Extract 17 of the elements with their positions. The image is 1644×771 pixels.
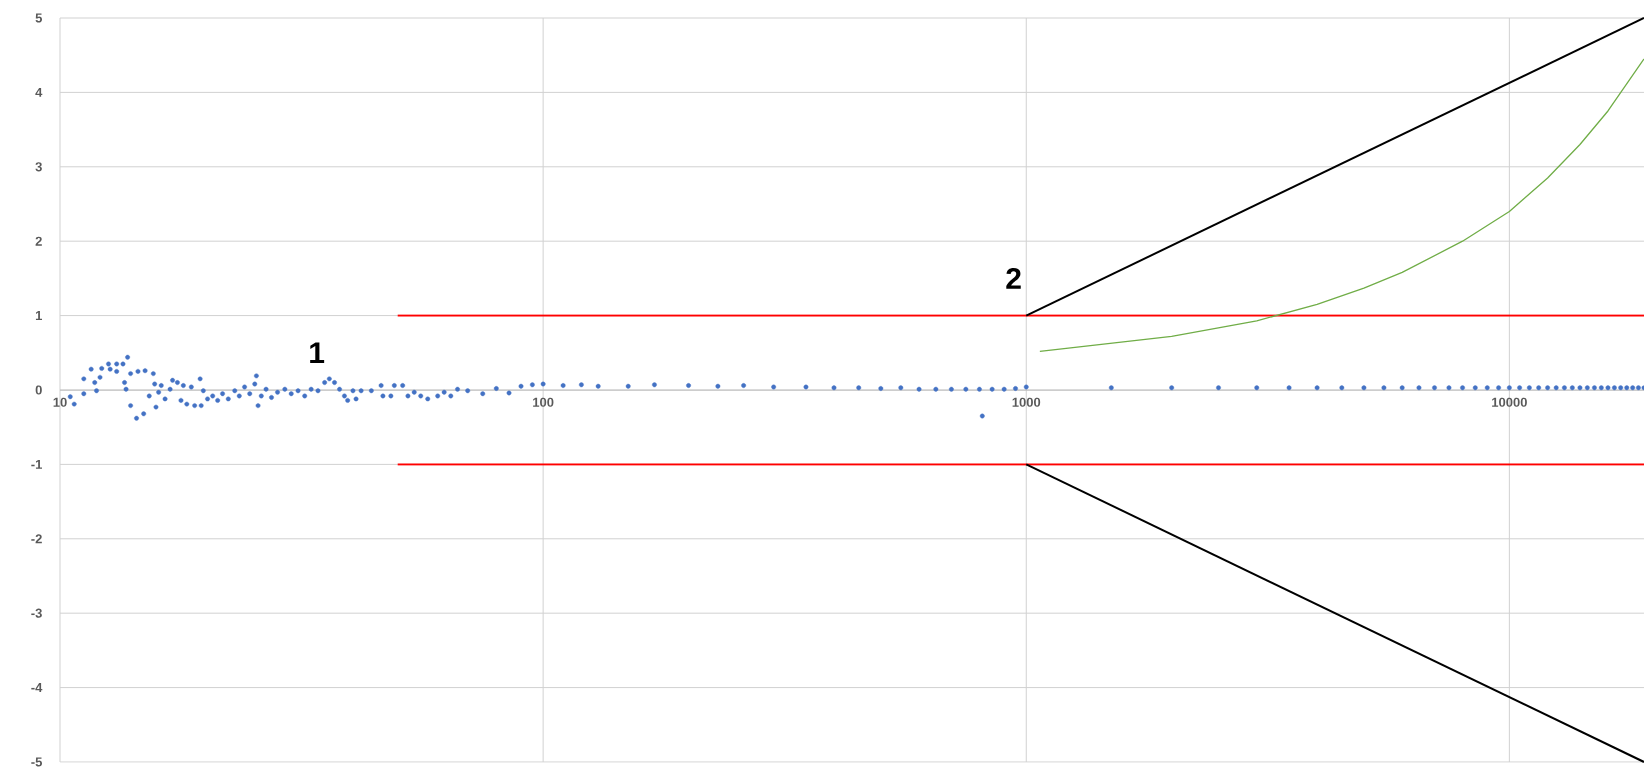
y-tick-label: 2 <box>35 236 42 246</box>
y-tick-label: 1 <box>35 311 42 321</box>
y-tick-label: -1 <box>31 459 42 469</box>
x-tick-label: 1000 <box>1012 397 1041 407</box>
annotation: 2 <box>1006 267 1021 289</box>
x-tick-label: 10 <box>53 397 67 407</box>
x-tick-label: 100 <box>533 397 554 407</box>
y-tick-label: 3 <box>35 162 42 172</box>
y-tick-label: -2 <box>31 534 42 544</box>
annotation: 1 <box>310 342 325 364</box>
y-tick-label: -3 <box>31 608 42 618</box>
y-tick-label: 0 <box>35 385 42 395</box>
x-tick-label: 10000 <box>1492 397 1527 407</box>
y-tick-label: 4 <box>35 87 43 97</box>
y-tick-label: -5 <box>31 757 42 767</box>
y-tick-label: 5 <box>35 13 42 23</box>
y-tick-label: -4 <box>31 683 43 693</box>
